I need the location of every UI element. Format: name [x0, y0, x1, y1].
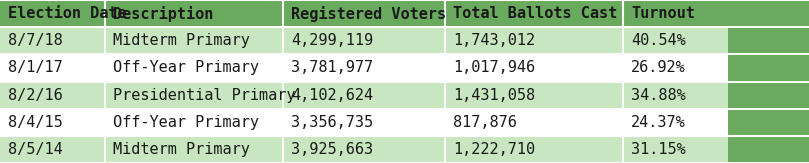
FancyBboxPatch shape: [0, 0, 105, 27]
FancyBboxPatch shape: [623, 27, 728, 54]
FancyBboxPatch shape: [0, 136, 105, 163]
FancyBboxPatch shape: [105, 0, 283, 27]
Text: Total Ballots Cast: Total Ballots Cast: [453, 6, 617, 21]
Text: Presidential Primary: Presidential Primary: [113, 88, 296, 103]
Text: Off-Year Primary: Off-Year Primary: [113, 115, 259, 130]
FancyBboxPatch shape: [105, 82, 283, 109]
FancyBboxPatch shape: [623, 0, 728, 27]
FancyBboxPatch shape: [445, 0, 623, 27]
Text: 4,102,624: 4,102,624: [291, 88, 374, 103]
Text: 817,876: 817,876: [453, 115, 517, 130]
FancyBboxPatch shape: [283, 109, 445, 136]
Text: Election Date: Election Date: [8, 6, 127, 21]
Text: 8/4/15: 8/4/15: [8, 115, 63, 130]
FancyBboxPatch shape: [445, 27, 623, 54]
FancyBboxPatch shape: [283, 27, 445, 54]
Text: 8/7/18: 8/7/18: [8, 33, 63, 48]
Text: 1,431,058: 1,431,058: [453, 88, 536, 103]
Text: Midterm Primary: Midterm Primary: [113, 142, 250, 157]
FancyBboxPatch shape: [445, 136, 623, 163]
FancyBboxPatch shape: [0, 82, 105, 109]
Text: Off-Year Primary: Off-Year Primary: [113, 60, 259, 75]
Text: 1,743,012: 1,743,012: [453, 33, 536, 48]
Text: 3,781,977: 3,781,977: [291, 60, 374, 75]
FancyBboxPatch shape: [283, 0, 445, 27]
Text: Description: Description: [113, 6, 214, 22]
Text: 1,222,710: 1,222,710: [453, 142, 536, 157]
Text: 26.92%: 26.92%: [631, 60, 686, 75]
FancyBboxPatch shape: [445, 82, 623, 109]
FancyBboxPatch shape: [0, 109, 105, 136]
Text: 40.54%: 40.54%: [631, 33, 686, 48]
Text: 3,356,735: 3,356,735: [291, 115, 374, 130]
FancyBboxPatch shape: [623, 82, 728, 109]
Text: Midterm Primary: Midterm Primary: [113, 33, 250, 48]
Text: 3,925,663: 3,925,663: [291, 142, 374, 157]
Text: Turnout: Turnout: [631, 6, 695, 21]
FancyBboxPatch shape: [623, 136, 728, 163]
FancyBboxPatch shape: [105, 109, 283, 136]
Text: 8/5/14: 8/5/14: [8, 142, 63, 157]
Text: 24.37%: 24.37%: [631, 115, 686, 130]
FancyBboxPatch shape: [105, 136, 283, 163]
FancyBboxPatch shape: [623, 54, 728, 82]
Text: 4,299,119: 4,299,119: [291, 33, 374, 48]
FancyBboxPatch shape: [283, 82, 445, 109]
Text: 31.15%: 31.15%: [631, 142, 686, 157]
FancyBboxPatch shape: [445, 54, 623, 82]
FancyBboxPatch shape: [0, 27, 105, 54]
Text: 1,017,946: 1,017,946: [453, 60, 536, 75]
Text: Registered Voters: Registered Voters: [291, 6, 447, 22]
FancyBboxPatch shape: [105, 27, 283, 54]
FancyBboxPatch shape: [283, 54, 445, 82]
Text: 34.88%: 34.88%: [631, 88, 686, 103]
FancyBboxPatch shape: [105, 54, 283, 82]
FancyBboxPatch shape: [0, 54, 105, 82]
FancyBboxPatch shape: [623, 109, 728, 136]
FancyBboxPatch shape: [445, 109, 623, 136]
FancyBboxPatch shape: [283, 136, 445, 163]
Text: 8/1/17: 8/1/17: [8, 60, 63, 75]
Text: 8/2/16: 8/2/16: [8, 88, 63, 103]
